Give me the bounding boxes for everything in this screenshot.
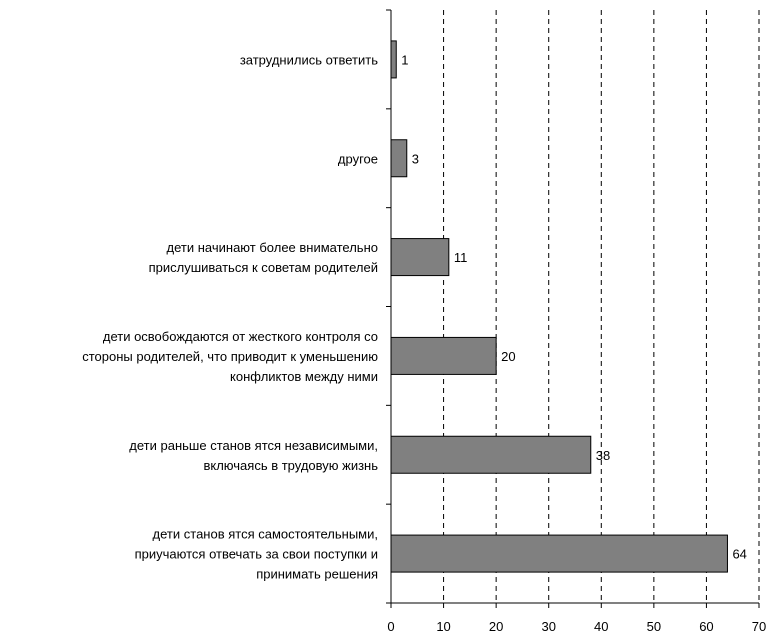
category-label: конфликтов между ними [230, 369, 378, 384]
bar [390, 534, 728, 573]
category-label: стороны родителей, что приводит к уменьш… [82, 349, 378, 364]
labels: 0 10 20 30 40 50 60 70 1 затруднились ответить 3 др… [82, 52, 766, 634]
category-label: дети освобождаются от жесткого контроля … [103, 329, 378, 344]
x-tick-label: 50 [647, 619, 661, 634]
category-label: принимать решения [256, 567, 378, 582]
bars [390, 40, 728, 573]
x-tick-label: 30 [541, 619, 555, 634]
x-tick-label: 40 [594, 619, 608, 634]
bar [390, 139, 408, 178]
value-label: 3 [412, 151, 419, 166]
x-tick-label: 20 [489, 619, 503, 634]
value-label: 11 [454, 250, 468, 265]
category-label: дети раньше станов ятся независимыми, [129, 438, 378, 453]
value-label: 1 [401, 52, 408, 67]
axes [386, 9, 760, 608]
x-tick-label: 0 [387, 619, 394, 634]
value-label: 64 [732, 547, 746, 562]
gridlines [443, 10, 760, 603]
x-tick-label: 70 [752, 619, 766, 634]
bar [390, 435, 592, 474]
category-label: затруднились ответить [240, 52, 378, 67]
category-label: прислушиваться к советам родителей [149, 260, 378, 275]
category-label: дети начинают более внимательно [167, 240, 378, 255]
bar [390, 336, 497, 375]
bar [390, 238, 450, 277]
x-tick-label: 10 [436, 619, 450, 634]
category-label: включаясь в трудовую жизнь [203, 458, 378, 473]
value-label: 20 [501, 349, 515, 364]
category-label: другое [338, 151, 378, 166]
value-label: 38 [596, 448, 610, 463]
category-label: приучаются отвечать за свои поступки и [135, 547, 378, 562]
category-label: дети станов ятся самостоятельными, [153, 527, 378, 542]
bar [390, 40, 397, 79]
x-tick-label: 60 [699, 619, 713, 634]
